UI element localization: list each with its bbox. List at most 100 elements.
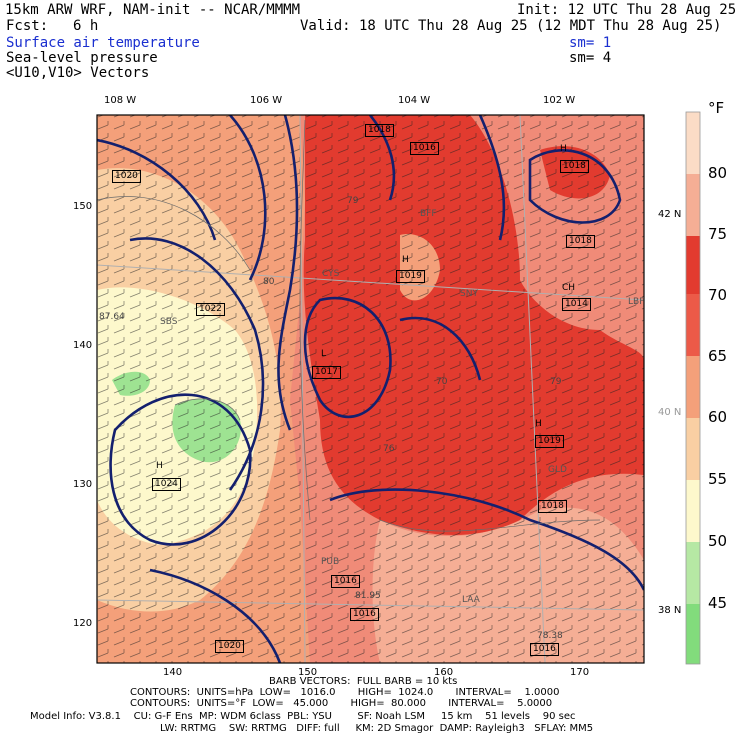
pressure-center-h: 1018 xyxy=(365,124,394,137)
station-pub: PUB xyxy=(321,557,340,567)
colorbar-band-70-75 xyxy=(686,236,700,294)
station-laa: LAA xyxy=(462,595,480,605)
station-cys: CYS xyxy=(322,269,340,279)
lon-tick-108w: 108 W xyxy=(104,95,137,106)
y-tick-120: 120 xyxy=(73,618,93,629)
lon-tick-106w: 106 W xyxy=(250,95,283,106)
isobar-1017 xyxy=(303,296,392,418)
colorbar-band-50-55 xyxy=(686,480,700,542)
colorbar-band-65-70 xyxy=(686,294,700,356)
temperature-contour-info: CONTOURS: UNITS=°F LOW= 45.000 HIGH= 80.… xyxy=(130,698,553,709)
isobar-4 xyxy=(129,237,265,491)
pressure-center-value: 1020 xyxy=(215,640,244,653)
pressure-center-value: 1024 xyxy=(152,478,181,491)
temp-label: 79 xyxy=(550,377,562,387)
temp-contour-2 xyxy=(299,119,311,521)
temperature-contours xyxy=(97,119,601,532)
isobar-south xyxy=(329,488,644,591)
pressure-smoothing: sm= 4 xyxy=(569,50,612,66)
isobars xyxy=(97,115,644,663)
lon-tick-102w: 102 W xyxy=(543,95,576,106)
lon-tick-104w: 104 W xyxy=(398,95,431,106)
model-info: Model Info: V3.8.1 CU: G-F Ens MP: WDM 6… xyxy=(30,711,576,722)
wind-barb-field xyxy=(97,115,644,663)
isobar-ne xyxy=(528,149,622,224)
temp-contour-1 xyxy=(97,196,251,271)
pressure-center-value: 1016 xyxy=(350,608,379,621)
lat-tick-38n: 38 N xyxy=(658,605,682,616)
pressure-center-h: H xyxy=(402,255,409,265)
station-gld: GLD xyxy=(548,465,567,475)
pressure-center-h: H xyxy=(560,144,567,154)
model-info-physics: LW: RRTMG SW: RRTMG DIFF: full KM: 2D Sm… xyxy=(160,723,594,734)
pressure-center-value: 1017 xyxy=(312,366,341,379)
station-lbf: LBF xyxy=(628,297,645,307)
isobar-1 xyxy=(229,115,267,281)
x-tick-140: 140 xyxy=(163,667,183,678)
isobar-6 xyxy=(478,115,506,241)
pressure-center-value: 1019 xyxy=(396,270,425,283)
model-title: 15km ARW WRF, NAM-init -- NCAR/MMMM xyxy=(5,2,301,18)
pressure-center-value: 1022 xyxy=(196,303,225,316)
station-bff: BFF xyxy=(420,209,437,219)
pressure-center-value: 1018 xyxy=(560,160,589,173)
y-tick-130: 130 xyxy=(73,479,93,490)
border-co-ks xyxy=(519,115,546,663)
colorbar-unit: °F xyxy=(708,99,725,117)
pressure-center-l: L xyxy=(321,349,327,359)
colorbar xyxy=(685,111,701,665)
station-sny: SNY xyxy=(460,289,478,299)
x-tick-170: 170 xyxy=(570,667,590,678)
colorbar-band-45-50 xyxy=(686,542,700,604)
isobar-2 xyxy=(277,115,299,431)
isobar-3 xyxy=(97,138,217,241)
state-borders xyxy=(97,115,644,663)
border-wy-co xyxy=(97,264,644,301)
y-tick-150: 150 xyxy=(73,201,93,212)
pressure-center-h: 1020 xyxy=(112,170,141,183)
temp-label: 70 xyxy=(436,377,448,387)
pressure-center-value: 1014 xyxy=(562,298,591,311)
border-mountain xyxy=(299,115,306,663)
isobar-1024 xyxy=(109,393,252,546)
pressure-center-h: 1016 xyxy=(410,142,439,155)
field-pressure-label: Sea-level pressure xyxy=(6,50,158,66)
colorbar-tick-80: 80 xyxy=(708,164,728,182)
pressure-center-h: H xyxy=(535,419,542,429)
colorbar-band-below-45 xyxy=(686,604,700,664)
pressure-center-value: 1018 xyxy=(538,500,567,513)
isobar-sw xyxy=(149,568,282,663)
x-tick-150: 150 xyxy=(298,667,318,678)
temp-label: 76 xyxy=(383,444,395,454)
temp-label: 80 xyxy=(263,277,275,287)
isobar-mid xyxy=(399,316,482,381)
temperature-field xyxy=(97,115,644,663)
border-south xyxy=(97,599,644,611)
temp-label: 78.38 xyxy=(537,631,563,641)
pressure-center-value: 1016 xyxy=(331,575,360,588)
init-time: Init: 12 UTC Thu 28 Aug 25 xyxy=(517,2,737,18)
plot-frame xyxy=(96,114,645,664)
isobar-5 xyxy=(368,115,396,201)
temp-contour-4 xyxy=(174,398,241,421)
temp-contour-3 xyxy=(379,519,601,532)
colorbar-tick-75: 75 xyxy=(708,225,728,243)
colorbar-tick-45: 45 xyxy=(708,594,728,612)
pressure-center-ch: CH xyxy=(562,283,576,293)
colorbar-band-60-65 xyxy=(686,356,700,418)
barb-legend: BARB VECTORS: FULL BARB = 10 kts xyxy=(269,676,458,687)
field-temperature-label: Surface air temperature xyxy=(6,35,200,51)
colorbar-band-above-80 xyxy=(686,112,700,174)
forecast-label: Fcst: xyxy=(6,18,49,34)
colorbar-tick-55: 55 xyxy=(708,470,728,488)
x-tick-160: 160 xyxy=(434,667,454,678)
field-vectors-label: <U10,V10> Vectors xyxy=(6,65,150,81)
colorbar-tick-60: 60 xyxy=(708,408,728,426)
valid-time: Valid: 18 UTC Thu 28 Aug 25 (12 MDT Thu … xyxy=(300,18,722,34)
colorbar-tick-50: 50 xyxy=(708,532,728,550)
temperature-smoothing: sm= 1 xyxy=(569,35,612,51)
temp-label: 79 xyxy=(347,196,359,206)
pressure-center-value: 1018 xyxy=(566,235,595,248)
pressure-center-value: 1019 xyxy=(535,435,564,448)
